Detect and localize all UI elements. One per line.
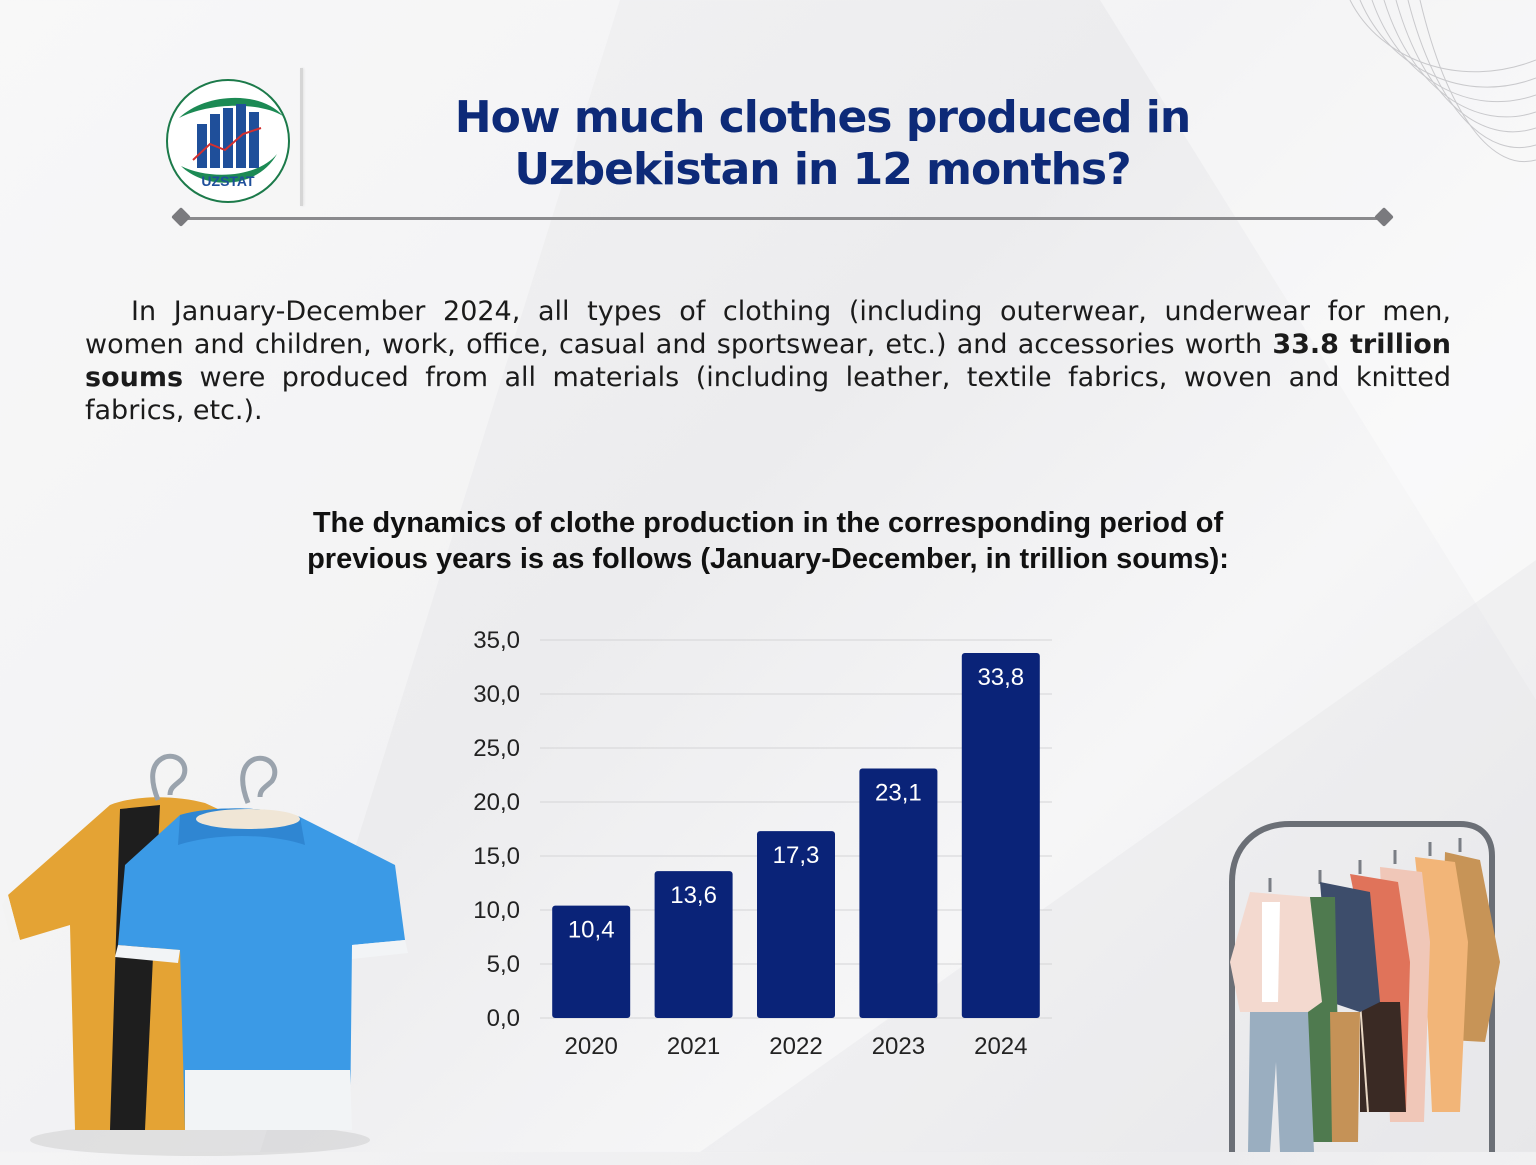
chart-title-line1: The dynamics of clothe production in the… <box>312 507 1224 539</box>
bar-2022 <box>757 831 835 1018</box>
clothing-rack-icon <box>1229 821 1500 1152</box>
uzstat-logo: UZSTAT <box>165 78 291 204</box>
intro-paragraph: In January-December 2024, all types of c… <box>85 295 1451 427</box>
y-tick-label: 0,0 <box>487 1005 520 1032</box>
title-rule <box>180 217 1384 220</box>
bar-value-label: 23,1 <box>875 780 922 807</box>
bar-2024 <box>961 652 1040 1018</box>
y-tick-label: 10,0 <box>473 897 520 924</box>
intro-text-after: were produced from all materials (includ… <box>85 362 1451 426</box>
x-tick-label: 2020 <box>565 1033 618 1060</box>
bar-value-label: 10,4 <box>568 917 615 944</box>
y-tick-label: 20,0 <box>473 789 520 816</box>
y-tick-label: 25,0 <box>473 735 520 762</box>
chart-title-line2: previous years is as follows (January-De… <box>307 543 1229 575</box>
rule-left-dot <box>171 207 191 227</box>
intro-text-before: In January-December 2024, all types of c… <box>85 296 1451 360</box>
logo-text: UZSTAT <box>201 173 255 189</box>
page-title-line2: Uzbekistan in 12 months? <box>514 144 1131 195</box>
chart-title: The dynamics of clothe production in the… <box>230 505 1306 577</box>
logo-divider <box>300 68 303 206</box>
intro-text-bold: 33.8 trillion soums <box>85 329 1451 393</box>
tshirts-on-hangers-icon <box>2 753 408 1156</box>
x-tick-label: 2024 <box>974 1033 1027 1060</box>
rule-right-dot <box>1374 207 1394 227</box>
y-tick-label: 35,0 <box>473 627 520 654</box>
y-tick-label: 30,0 <box>473 681 520 708</box>
bar-value-label: 17,3 <box>773 842 820 869</box>
y-tick-label: 15,0 <box>473 843 520 870</box>
bar-2023 <box>859 768 938 1018</box>
bar-value-label: 33,8 <box>977 664 1024 691</box>
bar-value-label: 13,6 <box>670 882 717 909</box>
y-tick-label: 5,0 <box>487 951 520 978</box>
x-tick-label: 2021 <box>667 1033 720 1060</box>
x-tick-label: 2022 <box>769 1033 822 1060</box>
bar-chart: 0,0 5,0 10,0 15,0 20,0 25,0 30,0 35,0 10,4 2020 13… <box>473 627 1052 1060</box>
logo-emblem-icon: UZSTAT <box>166 79 290 203</box>
bar-2020 <box>552 905 631 1018</box>
page-title: How much clothes produced in Uzbekistan … <box>360 92 1285 196</box>
page-title-line1: How much clothes produced in <box>454 92 1191 143</box>
x-tick-label: 2023 <box>872 1033 925 1060</box>
bar-2021 <box>654 871 733 1018</box>
